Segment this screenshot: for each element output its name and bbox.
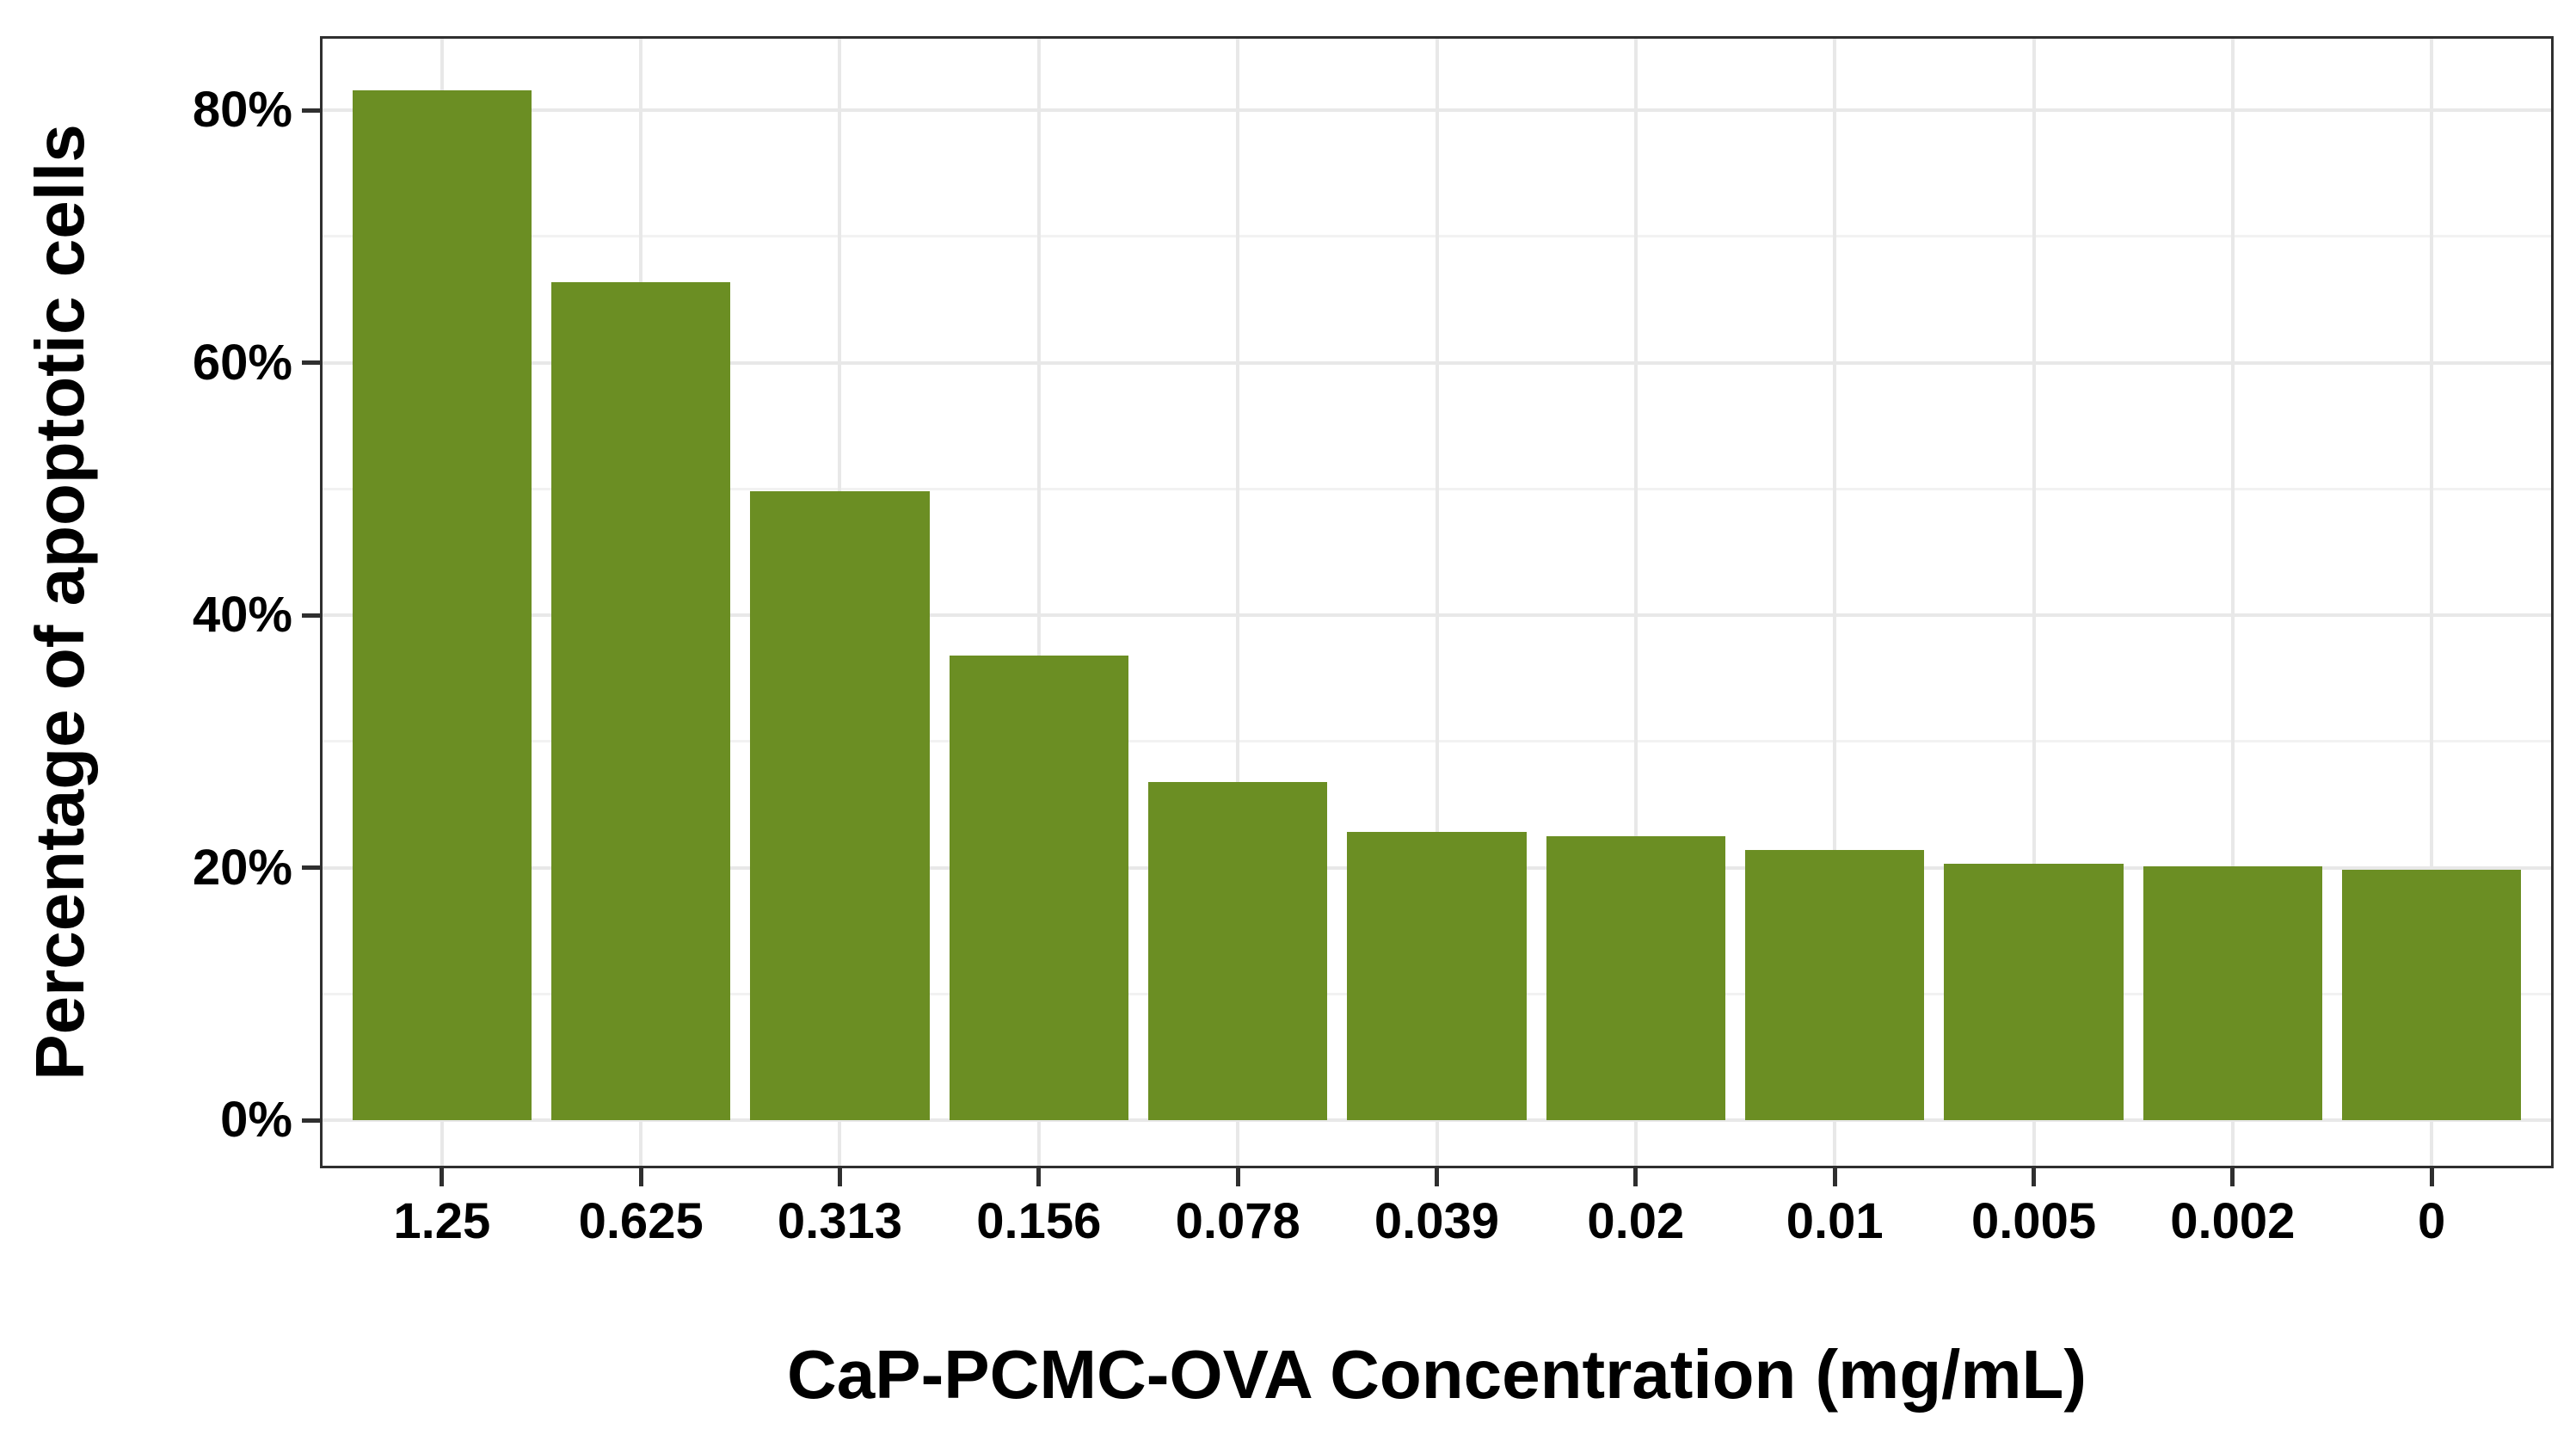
- y-tick: [302, 360, 320, 365]
- x-tick: [1235, 1168, 1240, 1186]
- bar: [2342, 870, 2522, 1120]
- x-tick: [2032, 1168, 2037, 1186]
- gridline-major-vertical: [1633, 39, 1638, 1166]
- x-tick: [2230, 1168, 2235, 1186]
- x-tick-label: 0.313: [777, 1193, 903, 1249]
- x-tick: [1633, 1168, 1638, 1186]
- x-tick-label: 1.25: [393, 1193, 491, 1249]
- x-tick: [837, 1168, 842, 1186]
- y-tick-label: 40%: [192, 587, 292, 643]
- y-tick: [302, 613, 320, 618]
- x-tick-label: 0.156: [976, 1193, 1102, 1249]
- x-tick: [440, 1168, 445, 1186]
- gridline-major-vertical: [1036, 39, 1041, 1166]
- y-tick: [302, 865, 320, 870]
- x-tick-label: 0.625: [578, 1193, 704, 1249]
- chart-panel: [320, 36, 2554, 1168]
- x-tick-label: 0.002: [2170, 1193, 2296, 1249]
- x-tick: [1435, 1168, 1439, 1186]
- x-axis-title: CaP-PCMC-OVA Concentration (mg/mL): [786, 1336, 2087, 1413]
- gridline-major-vertical: [2230, 39, 2235, 1166]
- gridline-major-vertical: [1435, 39, 1439, 1166]
- bar: [352, 89, 532, 1120]
- x-tick: [1832, 1168, 1837, 1186]
- x-tick: [2429, 1168, 2434, 1186]
- gridline-major-vertical: [1833, 39, 1837, 1166]
- y-tick-label: 60%: [192, 334, 292, 391]
- bar: [551, 281, 731, 1120]
- gridline-major-vertical: [1236, 39, 1240, 1166]
- x-tick-label: 0.078: [1175, 1193, 1300, 1249]
- gridline-major-vertical: [2032, 39, 2036, 1166]
- x-tick: [1036, 1168, 1042, 1186]
- bar: [1944, 864, 2124, 1120]
- x-tick: [638, 1168, 643, 1186]
- y-axis-title: Percentage of apoptotic cells: [22, 124, 98, 1081]
- y-tick: [302, 108, 320, 113]
- y-tick-label: 20%: [192, 839, 292, 896]
- x-tick-label: 0: [2418, 1193, 2446, 1249]
- bar: [750, 491, 930, 1120]
- bar: [1347, 832, 1527, 1120]
- x-tick-label: 0.005: [1970, 1193, 2097, 1249]
- x-tick-label: 0.02: [1587, 1193, 1685, 1249]
- bar: [949, 655, 1128, 1120]
- gridline-major-vertical: [2430, 39, 2434, 1166]
- y-tick: [302, 1118, 320, 1123]
- x-tick-label: 0.039: [1374, 1193, 1500, 1249]
- bar: [2143, 866, 2322, 1120]
- bar: [1148, 781, 1328, 1120]
- y-tick-label: 0%: [220, 1092, 292, 1148]
- y-tick-label: 80%: [192, 82, 292, 138]
- x-tick-label: 0.01: [1786, 1193, 1884, 1249]
- bar: [1745, 849, 1925, 1120]
- bar: [1546, 835, 1725, 1120]
